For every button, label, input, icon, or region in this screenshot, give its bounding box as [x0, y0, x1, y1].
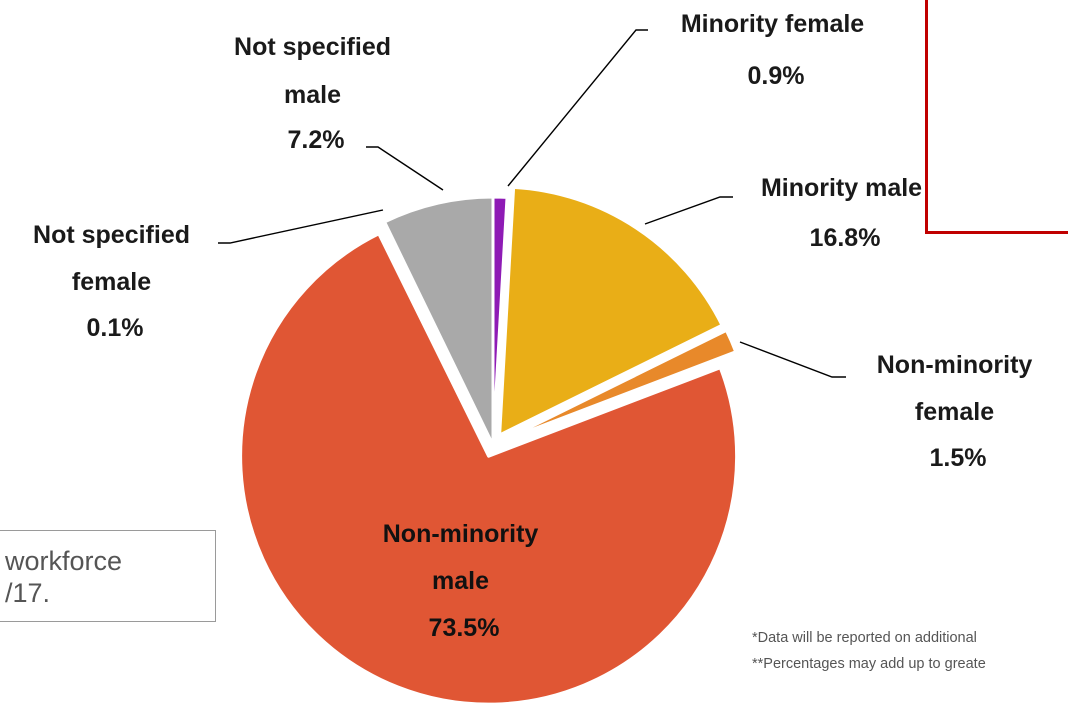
label-non-minority-female: Non-minority female 1.5% — [877, 351, 1040, 472]
label-minority-male: Minority male 16.8% — [761, 174, 929, 252]
slice-non-minority-male — [239, 232, 739, 706]
note-box: workforce /17. — [0, 530, 216, 622]
leader-minority-female — [507, 29, 648, 187]
leader-not-specified-male — [366, 146, 444, 191]
leader-minority-male — [644, 196, 733, 225]
leader-non-minority-female — [739, 341, 846, 378]
slice-non-minority-female — [502, 328, 738, 442]
slice-not-specified-male — [383, 195, 495, 447]
label-not-specified-female: Not specified female 0.1% — [33, 221, 197, 342]
slice-labels: Minority female 0.9% Minority male 16.8%… — [33, 10, 1040, 642]
leader-not-specified-female — [218, 209, 384, 244]
slice-minority-male — [498, 185, 724, 437]
label-non-minority-male: Non-minority male 73.5% — [383, 520, 546, 642]
note-box-line2: /17. — [5, 578, 51, 608]
callout-box-border — [925, 0, 1068, 234]
label-minority-female: Minority female 0.9% — [681, 10, 871, 90]
pie-slices — [239, 185, 739, 706]
footnote-percentages: **Percentages may add up to greate — [752, 656, 986, 672]
footnote-data-reporting: *Data will be reported on additional — [752, 630, 977, 646]
label-not-specified-male: Not specified male 7.2% — [234, 33, 398, 154]
label-leader-lines — [218, 29, 846, 378]
note-box-line1: workforce — [5, 546, 123, 576]
